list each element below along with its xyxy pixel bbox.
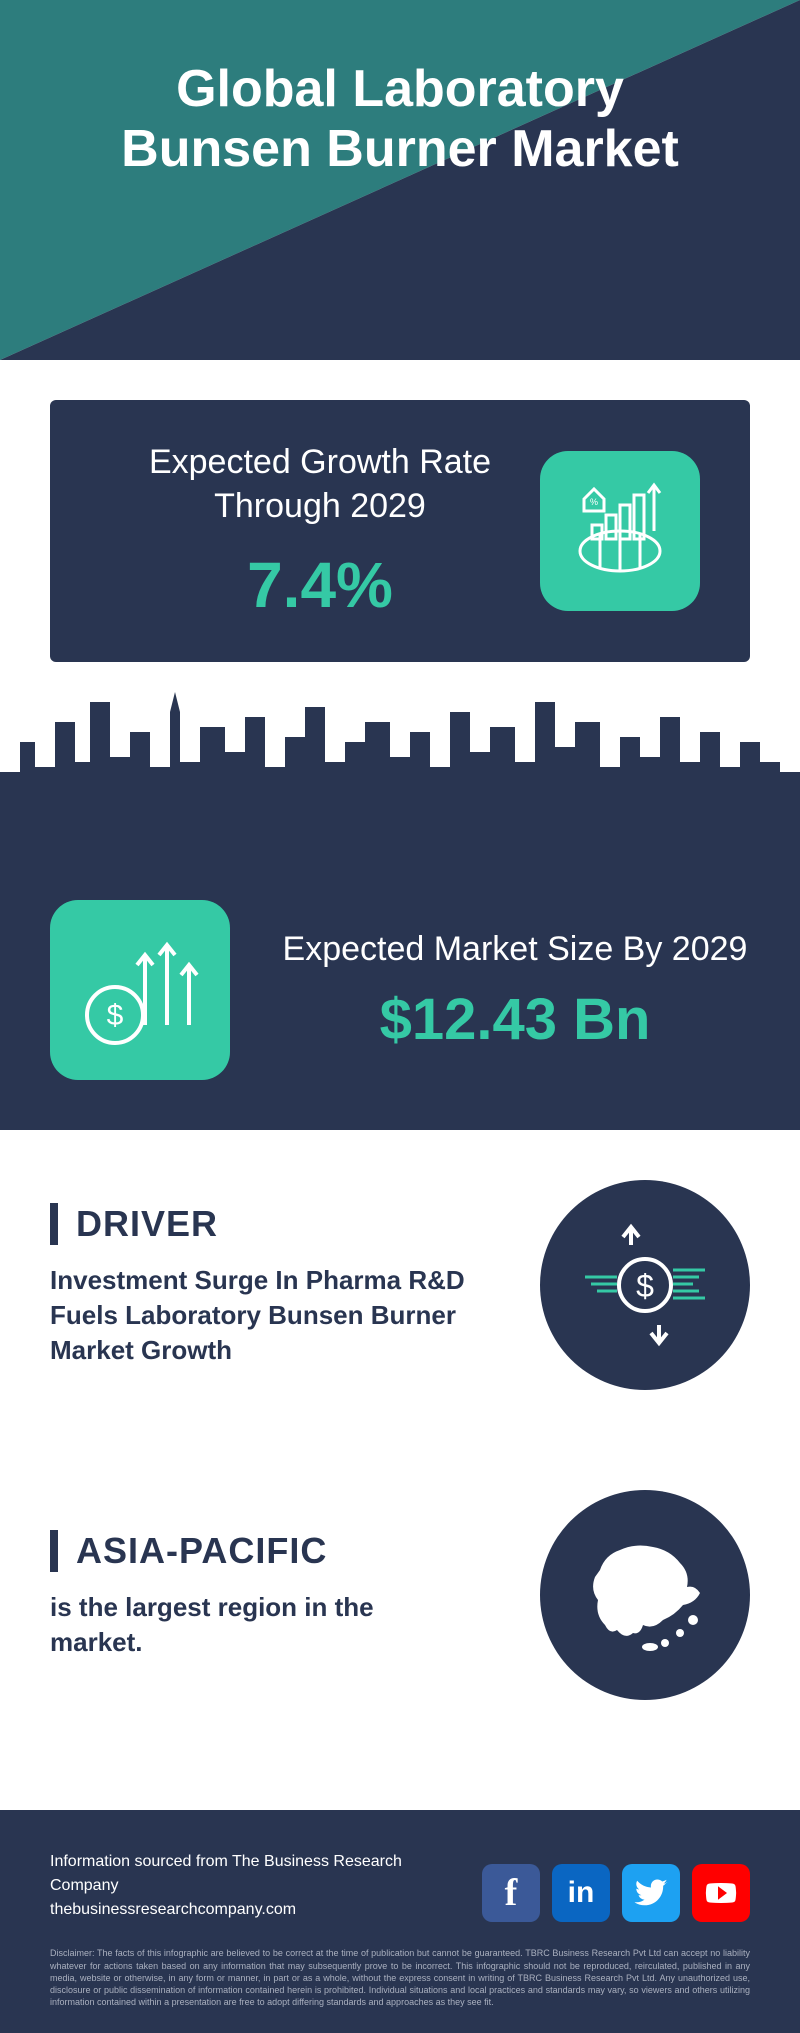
growth-chart-icon: % (540, 451, 700, 611)
region-section: ASIA-PACIFIC is the largest region in th… (0, 1440, 800, 1750)
header-banner: Global Laboratory Bunsen Burner Market (0, 0, 800, 360)
driver-heading: DRIVER (50, 1203, 500, 1245)
market-size-label: Expected Market Size By 2029 (280, 927, 750, 971)
region-body: is the largest region in the market. (50, 1590, 470, 1660)
source-line2: thebusinessresearchcompany.com (50, 1898, 452, 1922)
svg-text:$: $ (636, 1268, 654, 1304)
footer-source: Information sourced from The Business Re… (50, 1850, 452, 1922)
title-line1: Global Laboratory (176, 60, 624, 118)
region-heading: ASIA-PACIFIC (50, 1530, 500, 1572)
title-line2: Bunsen Burner Market (121, 120, 679, 178)
svg-text:%: % (590, 497, 598, 507)
market-size-value: $12.43 Bn (280, 986, 750, 1053)
source-line1: Information sourced from The Business Re… (50, 1850, 452, 1898)
growth-rate-card: Expected Growth Rate Through 2029 7.4% (50, 400, 750, 662)
twitter-icon[interactable] (622, 1864, 680, 1922)
dollar-exchange-icon: $ (540, 1180, 750, 1390)
social-links: f in (482, 1864, 750, 1922)
disclaimer-text: Disclaimer: The facts of this infographi… (50, 1947, 750, 2008)
growth-rate-value: 7.4% (100, 548, 540, 622)
skyline-silhouette (0, 672, 800, 852)
dollar-arrows-icon: $ (50, 900, 230, 1080)
youtube-icon[interactable] (692, 1864, 750, 1922)
asia-map-icon (540, 1490, 750, 1700)
page-title: Global Laboratory Bunsen Burner Market (0, 60, 800, 180)
linkedin-icon[interactable]: in (552, 1864, 610, 1922)
driver-body: Investment Surge In Pharma R&D Fuels Lab… (50, 1263, 470, 1368)
driver-section: DRIVER Investment Surge In Pharma R&D Fu… (0, 1130, 800, 1440)
market-size-card: $ Expected Market Size By 2029 $12.43 Bn (0, 850, 800, 1130)
facebook-icon[interactable]: f (482, 1864, 540, 1922)
growth-rate-label: Expected Growth Rate Through 2029 (120, 440, 520, 528)
svg-text:$: $ (107, 999, 124, 1032)
